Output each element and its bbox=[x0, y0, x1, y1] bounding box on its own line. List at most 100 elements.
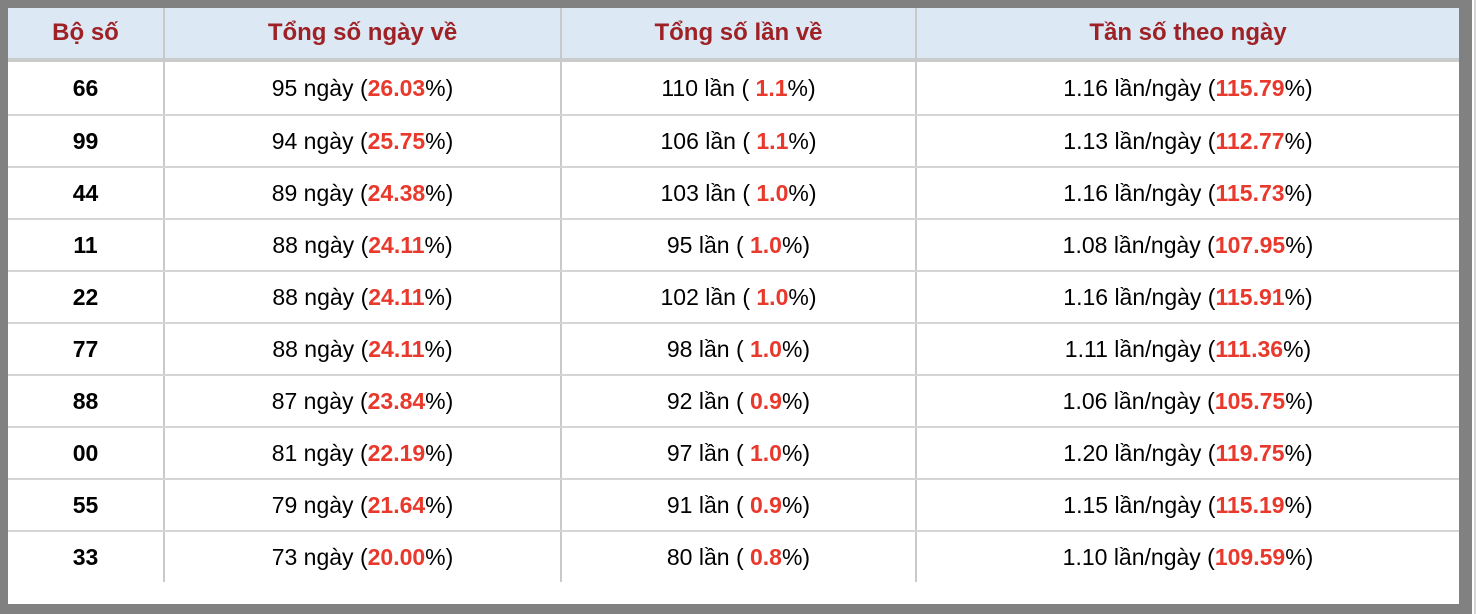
days-text: 94 ngày ( bbox=[271, 127, 368, 154]
days-text-close: %) bbox=[424, 335, 453, 362]
times-text: 92 lần ( bbox=[666, 387, 750, 414]
times-cell: 97 lần ( 1.0%) bbox=[560, 428, 915, 478]
times-text-close: %) bbox=[781, 491, 811, 518]
pair-cell: 99 bbox=[72, 127, 99, 154]
times-percent: 1.0 bbox=[750, 231, 782, 258]
times-text-close: %) bbox=[781, 439, 811, 466]
pair-cell: 44 bbox=[72, 179, 99, 206]
times-text: 91 lần ( bbox=[666, 491, 750, 518]
days-text: 79 ngày ( bbox=[271, 491, 368, 518]
days-cell: 94 ngày (25.75%) bbox=[163, 116, 560, 166]
times-percent: 1.1 bbox=[756, 127, 789, 154]
times-cell: 80 lần ( 0.8%) bbox=[560, 532, 915, 582]
freq-text-close: %) bbox=[1284, 283, 1313, 310]
times-text: 80 lần ( bbox=[666, 543, 750, 570]
times-cell: 110 lần ( 1.1%) bbox=[560, 62, 915, 114]
table-row: 44 89 ngày (24.38%) 103 lần ( 1.0%) 1.16… bbox=[8, 166, 1459, 218]
times-percent: 1.1 bbox=[755, 74, 788, 101]
days-text: 81 ngày ( bbox=[271, 439, 368, 466]
days-cell: 87 ngày (23.84%) bbox=[163, 376, 560, 426]
times-percent: 1.0 bbox=[756, 179, 789, 206]
freq-text-close: %) bbox=[1284, 127, 1313, 154]
freq-cell: 1.08 lần/ngày (107.95%) bbox=[915, 220, 1459, 270]
days-percent: 25.75 bbox=[367, 127, 426, 154]
table-row: 00 81 ngày (22.19%) 97 lần ( 1.0%) 1.20 … bbox=[8, 426, 1459, 478]
days-text-close: %) bbox=[424, 231, 453, 258]
days-percent: 22.19 bbox=[367, 439, 426, 466]
times-cell: 106 lần ( 1.1%) bbox=[560, 116, 915, 166]
table-header-row: Bộ số Tổng số ngày về Tổng số lần về Tần… bbox=[8, 8, 1459, 62]
days-text: 73 ngày ( bbox=[271, 543, 368, 570]
pair-cell: 33 bbox=[72, 543, 99, 570]
times-text-close: %) bbox=[788, 127, 817, 154]
pair-cell: 00 bbox=[72, 439, 99, 466]
days-cell: 88 ngày (24.11%) bbox=[163, 220, 560, 270]
times-text-close: %) bbox=[781, 231, 811, 258]
freq-cell: 1.16 lần/ngày (115.73%) bbox=[915, 168, 1459, 218]
table-row: 33 73 ngày (20.00%) 80 lần ( 0.8%) 1.10 … bbox=[8, 530, 1459, 582]
days-percent: 24.11 bbox=[368, 283, 425, 310]
freq-text-close: %) bbox=[1284, 439, 1313, 466]
days-text: 88 ngày ( bbox=[272, 231, 369, 258]
column-header-daily-frequency: Tần số theo ngày bbox=[915, 8, 1459, 58]
freq-percent: 112.77 bbox=[1215, 127, 1285, 154]
freq-cell: 1.15 lần/ngày (115.19%) bbox=[915, 480, 1459, 530]
times-cell: 103 lần ( 1.0%) bbox=[560, 168, 915, 218]
days-cell: 79 ngày (21.64%) bbox=[163, 480, 560, 530]
freq-cell: 1.13 lần/ngày (112.77%) bbox=[915, 116, 1459, 166]
times-cell: 95 lần ( 1.0%) bbox=[560, 220, 915, 270]
freq-cell: 1.06 lần/ngày (105.75%) bbox=[915, 376, 1459, 426]
days-text-close: %) bbox=[424, 283, 453, 310]
times-text: 98 lần ( bbox=[666, 335, 750, 362]
days-text-close: %) bbox=[425, 387, 454, 414]
days-text-close: %) bbox=[425, 439, 454, 466]
freq-text: 1.08 lần/ngày ( bbox=[1062, 231, 1215, 258]
times-text: 102 lần ( bbox=[660, 283, 757, 310]
days-cell: 73 ngày (20.00%) bbox=[163, 532, 560, 582]
column-header-total-times: Tổng số lần về bbox=[560, 8, 915, 58]
times-text: 106 lần ( bbox=[660, 127, 757, 154]
freq-text-close: %) bbox=[1285, 231, 1314, 258]
days-percent: 21.64 bbox=[367, 491, 426, 518]
freq-text: 1.20 lần/ngày ( bbox=[1063, 439, 1216, 466]
column-header-pair: Bộ số bbox=[52, 19, 119, 46]
days-cell: 95 ngày (26.03%) bbox=[163, 62, 560, 114]
times-text: 95 lần ( bbox=[666, 231, 750, 258]
freq-text: 1.16 lần/ngày ( bbox=[1063, 283, 1216, 310]
table-row: 55 79 ngày (21.64%) 91 lần ( 0.9%) 1.15 … bbox=[8, 478, 1459, 530]
days-percent: 24.11 bbox=[368, 335, 425, 362]
page-gutter-divider bbox=[1474, 0, 1476, 614]
days-text-close: %) bbox=[425, 74, 454, 101]
freq-cell: 1.16 lần/ngày (115.79%) bbox=[915, 62, 1459, 114]
days-cell: 88 ngày (24.11%) bbox=[163, 324, 560, 374]
days-text: 87 ngày ( bbox=[271, 387, 368, 414]
lottery-pair-statistics-table: Bộ số Tổng số ngày về Tổng số lần về Tần… bbox=[8, 8, 1459, 604]
times-percent: 0.9 bbox=[750, 491, 782, 518]
pair-cell: 77 bbox=[72, 335, 99, 362]
times-cell: 91 lần ( 0.9%) bbox=[560, 480, 915, 530]
times-percent: 0.9 bbox=[750, 387, 782, 414]
times-percent: 0.8 bbox=[750, 543, 782, 570]
table-row: 22 88 ngày (24.11%) 102 lần ( 1.0%) 1.16… bbox=[8, 270, 1459, 322]
freq-text-close: %) bbox=[1284, 74, 1313, 101]
days-text-close: %) bbox=[425, 543, 454, 570]
freq-text: 1.11 lần/ngày ( bbox=[1064, 335, 1216, 362]
days-text: 89 ngày ( bbox=[271, 179, 368, 206]
table-body: 66 95 ngày (26.03%) 110 lần ( 1.1%) 1.16… bbox=[8, 62, 1459, 582]
times-percent: 1.0 bbox=[750, 439, 782, 466]
freq-text: 1.10 lần/ngày ( bbox=[1062, 543, 1215, 570]
days-text: 88 ngày ( bbox=[272, 335, 369, 362]
days-percent: 24.11 bbox=[368, 231, 425, 258]
freq-percent: 115.79 bbox=[1215, 74, 1285, 101]
times-percent: 1.0 bbox=[750, 335, 782, 362]
freq-percent: 119.75 bbox=[1215, 439, 1285, 466]
times-cell: 102 lần ( 1.0%) bbox=[560, 272, 915, 322]
times-cell: 92 lần ( 0.9%) bbox=[560, 376, 915, 426]
days-text-close: %) bbox=[425, 127, 454, 154]
days-text: 88 ngày ( bbox=[272, 283, 369, 310]
pair-cell: 22 bbox=[72, 283, 99, 310]
times-text-close: %) bbox=[788, 179, 817, 206]
times-text: 103 lần ( bbox=[660, 179, 757, 206]
times-text-close: %) bbox=[781, 387, 811, 414]
